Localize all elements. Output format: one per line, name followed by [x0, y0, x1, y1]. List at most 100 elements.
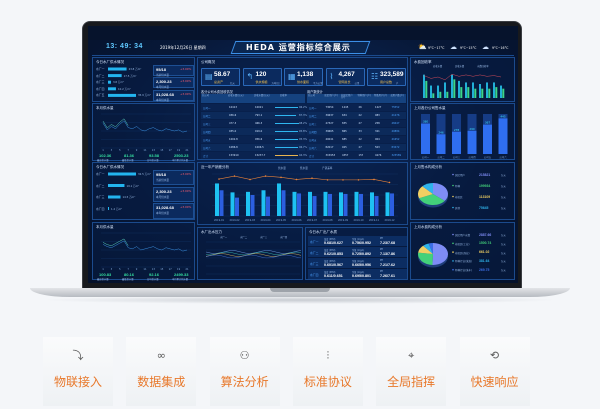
table-cell: 22	[358, 114, 362, 117]
x-tick: 公司二	[437, 155, 445, 159]
legend-value: 381.64	[479, 258, 490, 263]
summary-value: 2503.23	[174, 153, 189, 158]
x-tick: 7	[127, 267, 129, 271]
bar	[108, 80, 111, 84]
panel-title: 今日水厂出厂水质	[309, 230, 337, 234]
x-tick: 11	[143, 148, 147, 152]
feature-card[interactable]: ⫶ 标准协议	[292, 337, 363, 406]
x-tick: 2019-06	[292, 219, 302, 222]
legend-dot	[452, 268, 454, 271]
x-tick: 2019-07	[307, 219, 317, 222]
table-cell: 公司三	[203, 123, 211, 126]
table-cell: 22	[358, 138, 362, 141]
table-header	[201, 94, 305, 103]
bar-b	[432, 93, 435, 98]
x-tick: 5	[119, 267, 121, 271]
table-row	[307, 144, 406, 151]
bar	[108, 184, 125, 187]
quality-row	[308, 236, 407, 246]
table-cell: 26	[358, 106, 362, 109]
stat-box: 31,028.68 本年供水量 +3.00%	[153, 203, 194, 219]
legend-unit: 万元	[501, 251, 506, 255]
pressure-line	[205, 254, 302, 259]
kpi-value: 4,267	[338, 71, 355, 78]
x-tick: 7	[127, 148, 129, 152]
stat-label: 当前供水量	[156, 74, 169, 77]
bar-sales	[312, 196, 317, 216]
bar-value: 10.2 万m³	[117, 87, 131, 91]
kpi-label: 总资产	[214, 80, 224, 84]
legend-dot	[452, 173, 454, 176]
table-cell: 47327	[325, 122, 334, 125]
rate-point	[388, 181, 391, 184]
x-tick: 9	[136, 148, 138, 152]
bar	[108, 172, 136, 176]
faucet-icon: ⤵	[72, 349, 84, 362]
table-row	[201, 152, 305, 159]
x-tick: 5	[119, 148, 121, 152]
bar-supply	[277, 183, 281, 216]
table-cell: 935.0	[229, 130, 237, 133]
column-header: 回收率	[280, 93, 287, 97]
x-tick: 19	[177, 148, 181, 152]
panel-title: 水费回收率	[414, 60, 432, 64]
column-header: 总用户数(户)	[390, 93, 404, 97]
x-tick: 公司五	[484, 155, 492, 159]
kpi-label: 用户总数	[380, 80, 393, 84]
bar-value: 290	[469, 127, 475, 131]
x-tick: 9	[136, 267, 138, 271]
stat-value: 95/18	[156, 172, 167, 177]
plant-name: 水厂三	[310, 261, 319, 266]
bar-value: 14.5 万m³	[122, 196, 136, 199]
line-series	[102, 120, 188, 133]
stat-label: 当前供水量	[156, 179, 169, 182]
legend-label: 其他	[455, 207, 461, 210]
kpi-unit: 平方公里	[313, 82, 323, 85]
legend-dot	[452, 260, 454, 262]
feature-card[interactable]: ∞ 数据集成	[126, 337, 197, 406]
company-sales-panel: 上月各分公司售水量 380 公司一 246 公司二 278 公司三 290 公司四 367 公司五 4…	[410, 103, 515, 160]
plant-name: 水厂四	[310, 272, 319, 277]
bar	[452, 131, 461, 154]
bar-label: 水厂三	[96, 195, 105, 199]
stat-value: 2,300.23	[156, 188, 172, 194]
table-cell: 157	[358, 154, 364, 157]
legend-dot	[452, 242, 454, 245]
bar-value: 1.2 万m³	[111, 207, 123, 211]
table-cell: 公司一	[203, 107, 211, 110]
x-tick: 2019-11	[369, 219, 379, 222]
quality-value: 7.26/7.61	[380, 273, 395, 278]
column-header: 非居民用户(户)	[341, 93, 353, 100]
clock-refresh-icon: ⟲	[489, 349, 500, 362]
line-series-2	[102, 238, 129, 247]
table-cell: 15237.7	[255, 154, 266, 157]
table-cell: 39665	[325, 130, 334, 133]
x-tick: 17	[169, 148, 173, 152]
pie-slice	[422, 183, 433, 194]
bar-sales	[328, 193, 332, 216]
table-cell: 94.3%	[299, 154, 307, 157]
date: 2019年12月26日 星期四	[160, 45, 206, 50]
bar-label: 水厂三	[96, 80, 105, 85]
table-row	[201, 104, 305, 111]
table-row	[201, 144, 305, 151]
pie-slice	[419, 194, 445, 205]
quality-col-label: PH	[380, 259, 383, 262]
x-tick: 13	[152, 267, 156, 271]
bar-label: 水厂一	[96, 67, 105, 71]
legend-item: 水费回收率	[477, 65, 489, 68]
legend-unit: 万元	[501, 260, 506, 264]
quality-value: 0.725/0.892	[352, 251, 371, 256]
feature-card[interactable]: ⚇ 算法分析	[209, 337, 280, 406]
bar-label: 水厂四	[96, 86, 105, 91]
feature-card[interactable]: ⟲ 快速响应	[459, 337, 530, 406]
stat-box: 95/18 当前供水量 +3.00%	[153, 170, 194, 186]
table-header	[307, 94, 406, 103]
feature-card[interactable]: ⌖ 全局指挥	[376, 337, 447, 406]
bar-value: 246	[438, 130, 444, 134]
bar	[421, 123, 430, 154]
x-tick: 13	[152, 148, 156, 152]
feature-card[interactable]: ⤵ 物联接入	[43, 337, 113, 406]
stat-change: +3.00%	[180, 67, 192, 71]
table-cell: 公司二	[309, 115, 317, 118]
